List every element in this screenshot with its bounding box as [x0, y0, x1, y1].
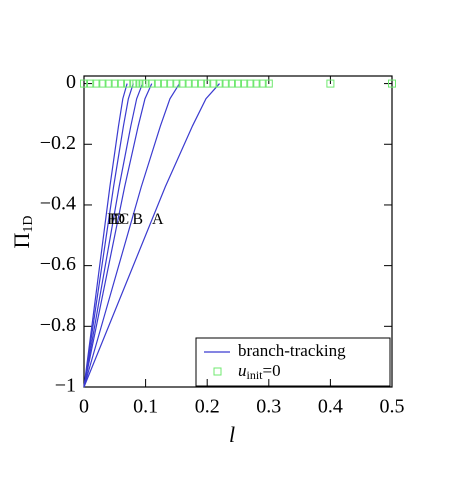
x-axis-label: l — [229, 422, 235, 447]
marker — [240, 79, 249, 88]
curve-label: C — [119, 211, 130, 228]
curve-label: E — [110, 211, 120, 228]
y-label-sub: 1D — [21, 215, 36, 232]
curve-label: B — [132, 211, 143, 228]
marker — [160, 79, 169, 88]
marker — [116, 79, 125, 88]
marker — [172, 79, 181, 88]
marker — [252, 79, 261, 88]
marker — [209, 79, 218, 88]
marker — [110, 79, 119, 88]
legend-label-suffix: =0 — [263, 361, 281, 380]
marker — [98, 79, 107, 88]
curve — [83, 83, 134, 388]
marker — [215, 79, 224, 88]
marker — [184, 79, 193, 88]
legend-box — [195, 337, 391, 387]
y-tick-label: −0.8 — [40, 314, 76, 336]
curve — [83, 83, 180, 388]
curve-label: D — [113, 211, 125, 228]
marker — [166, 79, 175, 88]
marker — [388, 79, 396, 88]
y-axis-label: Π1D — [9, 215, 36, 248]
legend-label-main: u — [238, 361, 247, 380]
marker — [264, 79, 273, 88]
curve-label: A — [152, 211, 164, 228]
marker — [197, 79, 206, 88]
curve — [83, 83, 153, 388]
x-tick-label: 0.3 — [256, 396, 281, 418]
y-tick-label: −0.2 — [40, 132, 76, 154]
y-label-main: Π — [9, 233, 34, 249]
legend-marker-swatch — [213, 367, 222, 376]
legend-label: branch-tracking — [238, 341, 346, 360]
marker — [227, 79, 236, 88]
x-tick-label: 0.1 — [133, 396, 158, 418]
marker — [153, 79, 162, 88]
y-tick-label: −1 — [55, 375, 76, 397]
y-tick-label: −0.4 — [40, 193, 76, 215]
marker — [190, 79, 199, 88]
marker — [326, 79, 335, 88]
marker — [258, 79, 267, 88]
x-tick-label: 0 — [79, 396, 89, 418]
curve-label: F — [107, 211, 116, 228]
marker — [141, 79, 150, 88]
legend-label-sub: init — [247, 368, 264, 382]
curve — [83, 83, 144, 388]
marker — [147, 79, 156, 88]
marker — [86, 79, 95, 88]
marker — [178, 79, 187, 88]
y-tick-label: −0.6 — [40, 253, 76, 275]
marker — [221, 79, 230, 88]
marker — [246, 79, 255, 88]
marker — [234, 79, 242, 88]
marker — [203, 79, 212, 88]
legend-label: uinit=0 — [238, 361, 281, 382]
marker — [123, 79, 132, 88]
marker — [92, 79, 101, 88]
x-tick-label: 0.4 — [318, 396, 343, 418]
plot-frame — [83, 75, 393, 388]
x-tick-label: 0.5 — [380, 396, 405, 418]
x-tick-label: 0.2 — [195, 396, 220, 418]
curve — [83, 83, 220, 388]
curve — [83, 83, 128, 388]
marker — [104, 79, 113, 88]
marker — [80, 79, 88, 88]
y-tick-label: 0 — [66, 71, 76, 93]
